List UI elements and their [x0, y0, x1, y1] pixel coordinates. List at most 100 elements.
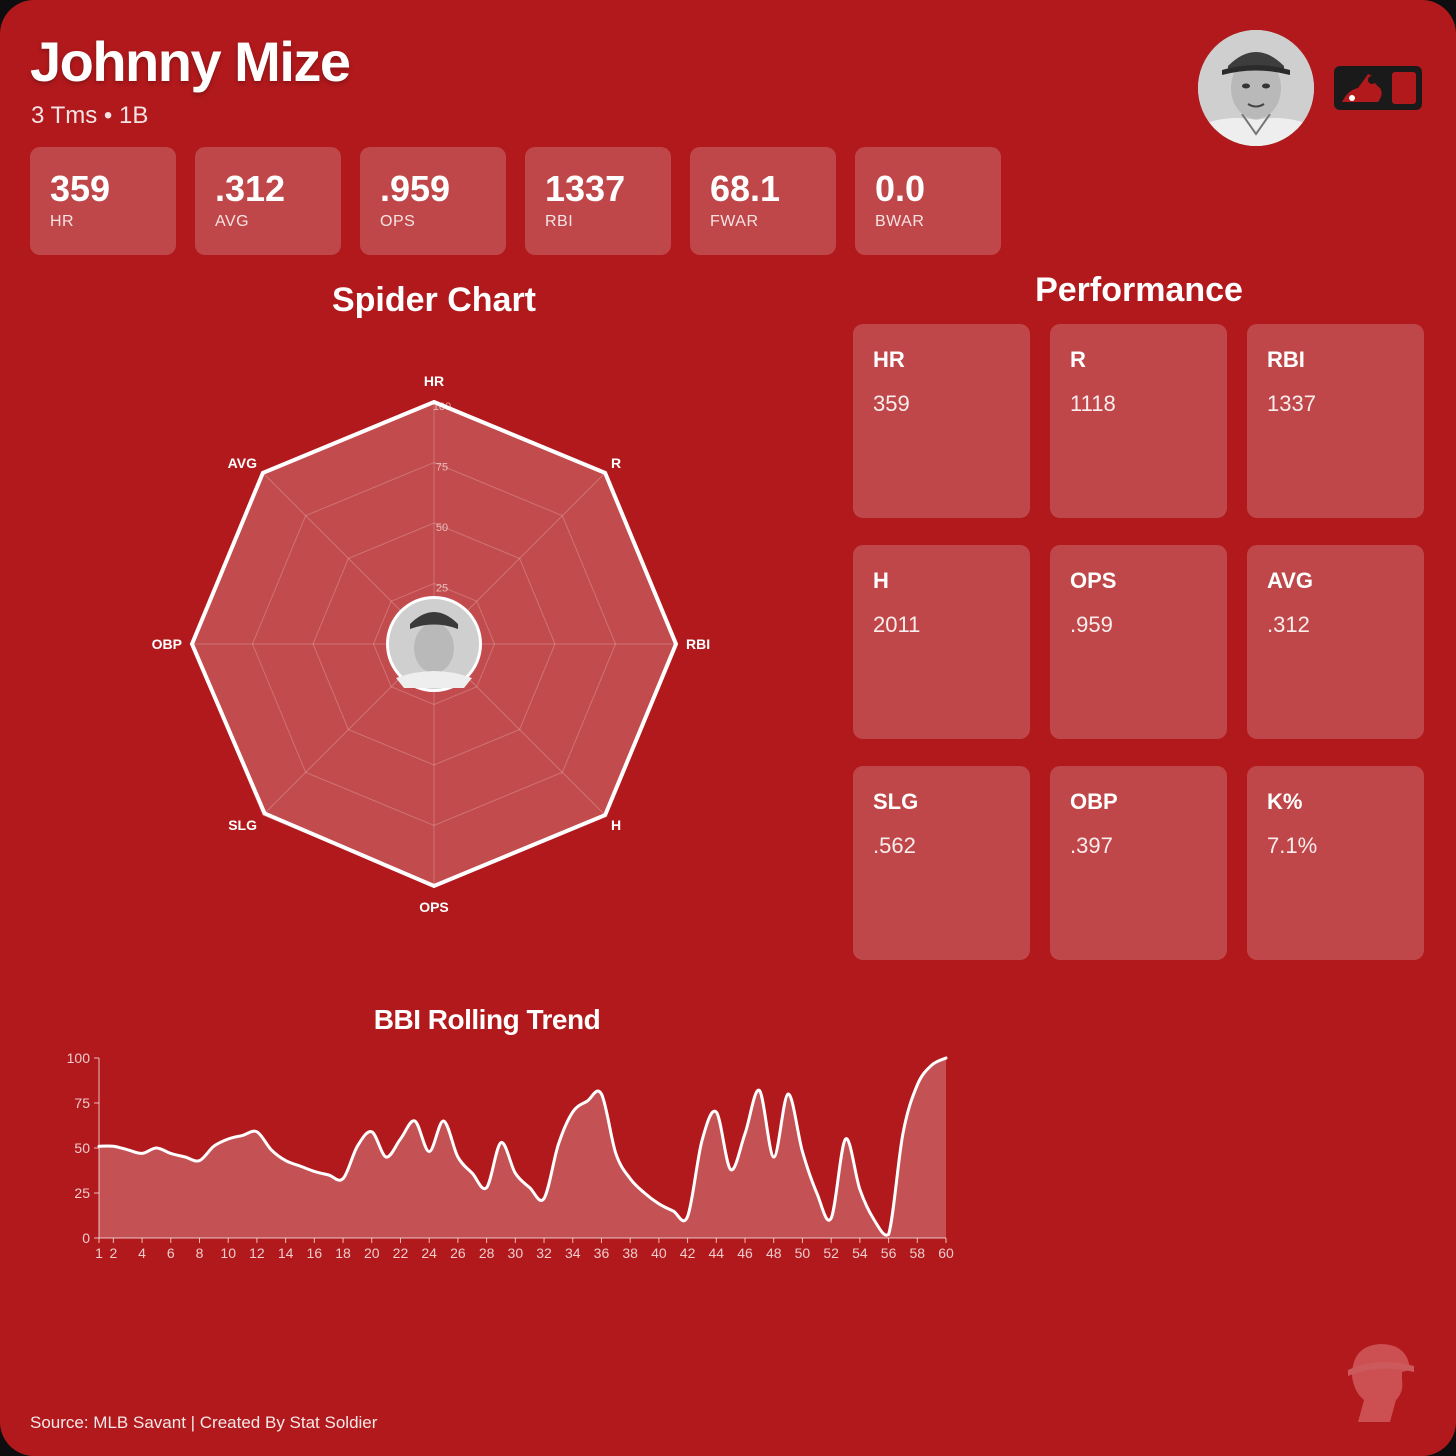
- radar-center-headshot-icon: [386, 596, 482, 692]
- radar-grid-ring: [312, 522, 556, 766]
- spider-chart-title: Spider Chart: [331, 281, 537, 319]
- trend-x-tick-label: 16: [307, 1245, 323, 1261]
- perf-value: 1118: [1070, 391, 1116, 416]
- radar-axis-label: H: [611, 817, 621, 833]
- perf-card-ops: OPS .959: [1050, 545, 1227, 739]
- stat-card-fwar: 68.1 FWAR: [690, 147, 836, 255]
- perf-card-slg: SLG .562: [853, 766, 1030, 960]
- trend-x-tick-label: 10: [220, 1245, 236, 1261]
- trend-x-tick-label: 26: [450, 1245, 466, 1261]
- stat-label: HR: [50, 213, 75, 230]
- stat-value: 0.0: [875, 168, 926, 209]
- trend-x-tick-label: 28: [479, 1245, 495, 1261]
- radar-tick-label: 100: [433, 401, 451, 413]
- trend-x-tick-label: 52: [823, 1245, 839, 1261]
- trend-x-tick-label: 34: [565, 1245, 581, 1261]
- trend-chart-title: BBI Rolling Trend: [373, 1004, 601, 1035]
- stat-value: 68.1: [710, 168, 781, 209]
- radar-grid-ring: [372, 582, 496, 706]
- perf-label: AVG: [1267, 568, 1314, 593]
- perf-card-h: H 2011: [853, 545, 1030, 739]
- trend-y-tick-label: 50: [74, 1140, 90, 1156]
- perf-label: RBI: [1267, 347, 1305, 372]
- trend-y-tick-label: 25: [74, 1185, 90, 1201]
- player-name: Johnny Mize: [30, 30, 351, 93]
- trend-x-tick-label: 4: [138, 1245, 146, 1261]
- performance-title: Performance: [1035, 271, 1243, 309]
- radar-tick-label: 50: [436, 522, 448, 534]
- perf-label: SLG: [873, 789, 919, 814]
- trend-x-tick-label: 2: [109, 1245, 117, 1261]
- stat-card-bwar: 0.0 BWAR: [855, 147, 1001, 255]
- perf-label: K%: [1267, 789, 1303, 814]
- soldier-helmet-icon: [1338, 1336, 1418, 1422]
- trend-y-tick-label: 100: [67, 1050, 91, 1066]
- trend-x-tick-label: 48: [766, 1245, 782, 1261]
- performance-grid: HR 359 R 1118 RBI 1337 H 2011 OPS .959 A…: [853, 324, 1425, 960]
- summary-stats: 359 HR .312 AVG .959 OPS 1337 RBI 68.1 F…: [30, 147, 1001, 255]
- trend-x-tick-label: 40: [651, 1245, 667, 1261]
- perf-value: 7.1%: [1267, 833, 1318, 858]
- stat-label: AVG: [215, 213, 250, 230]
- radar-axis-label: R: [611, 455, 621, 471]
- stat-card-ops: .959 OPS: [360, 147, 506, 255]
- stat-label: RBI: [545, 213, 574, 230]
- perf-value: .312: [1267, 612, 1310, 637]
- trend-x-tick-label: 20: [364, 1245, 380, 1261]
- trend-x-tick-label: 56: [881, 1245, 897, 1261]
- trend-x-tick-label: 44: [709, 1245, 725, 1261]
- stat-label: FWAR: [710, 213, 759, 230]
- source-footer: Source: MLB Savant | Created By Stat Sol…: [30, 1413, 378, 1432]
- trend-x-tick-label: 14: [278, 1245, 294, 1261]
- perf-value: .397: [1070, 833, 1113, 858]
- stat-value: .959: [380, 168, 451, 209]
- trend-x-tick-label: 54: [852, 1245, 868, 1261]
- trend-x-tick-label: 8: [196, 1245, 204, 1261]
- player-subtitle: 3 Tms • 1B: [31, 102, 149, 129]
- mlb-logo-icon: [1334, 66, 1422, 110]
- trend-x-tick-label: 24: [421, 1245, 437, 1261]
- radar-tick-label: 25: [436, 583, 448, 595]
- trend-x-tick-label: 30: [508, 1245, 524, 1261]
- stat-label: OPS: [380, 213, 416, 230]
- stat-card-rbi: 1337 RBI: [525, 147, 671, 255]
- perf-label: HR: [873, 347, 905, 372]
- perf-card-avg: AVG .312: [1247, 545, 1424, 739]
- trend-area-fill: [99, 1058, 946, 1238]
- trend-y-tick-label: 75: [74, 1095, 90, 1111]
- perf-value: .959: [1070, 612, 1113, 637]
- trend-x-tick-label: 42: [680, 1245, 696, 1261]
- trend-x-tick-label: 60: [938, 1245, 954, 1261]
- radar-axis-label: AVG: [228, 455, 257, 471]
- trend-x-tick-label: 6: [167, 1245, 175, 1261]
- perf-label: R: [1070, 347, 1086, 372]
- stat-value: .312: [215, 168, 286, 209]
- radar-grid-ring: [251, 461, 617, 827]
- perf-label: OBP: [1070, 789, 1118, 814]
- trend-y-tick-label: 0: [82, 1230, 90, 1246]
- radar-grid-ring: [191, 401, 677, 887]
- perf-value: .562: [873, 833, 916, 858]
- stat-value: 359: [50, 168, 111, 209]
- player-headshot-icon: [1198, 30, 1314, 146]
- perf-card-r: R 1118: [1050, 324, 1227, 518]
- trend-series-line: [97, 1056, 948, 1237]
- trend-x-tick-label: 38: [622, 1245, 638, 1261]
- trend-x-tick-label: 50: [795, 1245, 811, 1261]
- stat-value: 1337: [545, 168, 626, 209]
- perf-card-hr: HR 359: [853, 324, 1030, 518]
- radar-axis-label: SLG: [228, 817, 257, 833]
- perf-label: H: [873, 568, 889, 593]
- perf-label: OPS: [1070, 568, 1117, 593]
- trend-x-tick-label: 36: [594, 1245, 610, 1261]
- stat-card-avg: .312 AVG: [195, 147, 341, 255]
- radar-tick-label: 75: [436, 462, 448, 474]
- perf-value: 2011: [873, 612, 921, 637]
- perf-card-obp: OBP .397: [1050, 766, 1227, 960]
- trend-x-tick-label: 12: [249, 1245, 265, 1261]
- perf-value: 359: [873, 391, 910, 416]
- stat-card-hr: 359 HR: [30, 147, 176, 255]
- trend-x-tick-label: 46: [737, 1245, 753, 1261]
